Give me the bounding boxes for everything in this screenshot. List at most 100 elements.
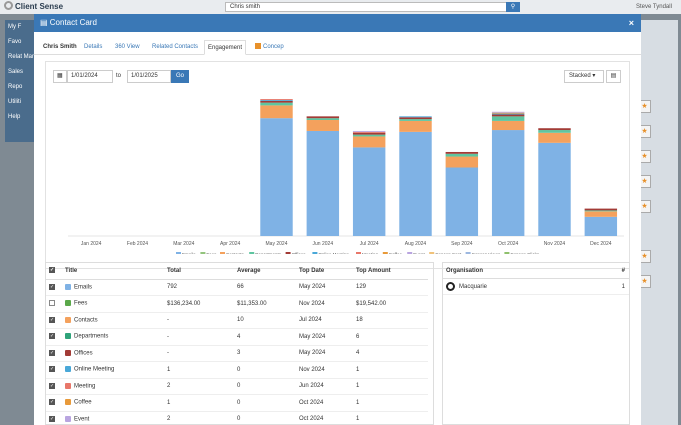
user-name[interactable]: Steve Tyndall — [636, 4, 672, 10]
search-icon[interactable]: ⚲ — [506, 2, 520, 12]
checkbox-icon — [49, 316, 55, 323]
row-total: 1 — [164, 361, 234, 379]
event-icon — [65, 415, 71, 422]
row-checkbox[interactable] — [46, 328, 62, 346]
col-total[interactable]: Total — [164, 263, 234, 280]
row-checkbox[interactable] — [46, 279, 62, 296]
row-title: Offices — [74, 350, 93, 357]
close-icon[interactable]: × — [628, 18, 634, 28]
table-row[interactable]: Fees $136,234.00 $11,353.00 Nov 2024 $19,542… — [46, 295, 428, 313]
row-title: Meeting — [74, 383, 96, 390]
row-title-cell: Contacts — [62, 312, 164, 329]
engagement-table: Title Total Average Top Date Top Amount … — [46, 263, 428, 424]
row-total: 792 — [164, 279, 234, 296]
col-top-amount[interactable]: Top Amount — [353, 263, 428, 280]
tab-360-view[interactable]: 360 View — [115, 44, 140, 50]
select-all-checkbox[interactable] — [46, 263, 62, 280]
row-average: $11,353.00 — [234, 295, 296, 313]
organisation-header: Organisation # — [443, 263, 629, 279]
row-total: $136,234.00 — [164, 295, 234, 313]
engagement-table-panel: Title Total Average Top Date Top Amount … — [45, 262, 434, 425]
row-total: - — [164, 345, 234, 362]
row-top-amount: $19,542.00 — [353, 295, 428, 313]
tab-engagement[interactable]: Engagement — [204, 40, 247, 55]
row-top-date: Oct 2024 — [296, 411, 353, 424]
col-title[interactable]: Title — [62, 263, 164, 280]
organisation-count: 1 — [621, 284, 625, 290]
global-search-input[interactable]: Chris smith — [225, 2, 507, 12]
tab-concep[interactable]: Concep — [252, 40, 287, 55]
row-top-amount: 1 — [353, 378, 428, 395]
col-average[interactable]: Average — [234, 263, 296, 280]
chart-mode-select[interactable]: Stacked ▾ — [564, 70, 604, 83]
row-title: Fees — [74, 301, 88, 308]
organisation-row[interactable]: Macquarie 1 — [443, 279, 629, 295]
row-top-amount: 1 — [353, 361, 428, 379]
app-logo-text: Client Sense — [15, 2, 64, 11]
sidebar-item[interactable]: My F — [8, 24, 22, 30]
checkbox-icon — [49, 399, 55, 406]
row-top-amount: 18 — [353, 312, 428, 329]
row-title: Coffee — [74, 400, 92, 407]
organisation-logo-icon — [446, 281, 455, 291]
row-checkbox[interactable] — [46, 361, 62, 379]
row-top-date: Jul 2024 — [296, 312, 353, 329]
checkbox-icon — [49, 333, 55, 340]
tab-bar: Chris Smith Details 360 View Related Con… — [34, 40, 641, 55]
row-average: 4 — [234, 328, 296, 346]
row-checkbox[interactable] — [46, 345, 62, 362]
sidebar-item[interactable]: Repo — [8, 84, 23, 90]
to-date-input[interactable]: 1/01/2025 — [127, 70, 171, 83]
tab-related-contacts[interactable]: Related Contacts — [152, 44, 199, 50]
row-title-cell: Online Meeting — [62, 361, 164, 379]
row-title-cell: Meeting — [62, 378, 164, 395]
row-top-date: May 2024 — [296, 345, 353, 362]
sidebar-item[interactable]: Help — [8, 114, 21, 120]
go-button[interactable]: Go — [171, 70, 189, 83]
concep-icon — [255, 43, 261, 50]
from-date-input[interactable]: 1/01/2024 — [67, 70, 113, 83]
client-sense-logo-icon — [4, 1, 13, 10]
row-average: 0 — [234, 378, 296, 395]
row-title-cell: Offices — [62, 345, 164, 362]
coffee-icon — [65, 399, 71, 406]
star-icon[interactable]: ★ — [638, 275, 651, 288]
row-checkbox[interactable] — [46, 394, 62, 412]
row-top-date: Oct 2024 — [296, 394, 353, 412]
sidebar-item[interactable]: Sales — [8, 69, 24, 75]
modal-title: Contact Card — [49, 18, 97, 27]
checkbox-icon — [49, 283, 55, 290]
row-checkbox[interactable] — [46, 295, 62, 313]
tab-contact-name: Chris Smith — [43, 44, 77, 50]
sidebar-item[interactable]: Favo — [8, 39, 22, 45]
row-title: Online Meeting — [74, 367, 115, 374]
tab-concep-label: Concep — [263, 44, 284, 50]
organisation-panel: Organisation # Macquarie 1 — [442, 262, 630, 425]
checkbox-icon — [49, 366, 55, 373]
sidebar-item[interactable]: Relat Mana — [8, 54, 35, 60]
row-average: 0 — [234, 361, 296, 379]
row-checkbox[interactable] — [46, 312, 62, 329]
row-title-cell: Event — [62, 411, 164, 424]
col-top-date[interactable]: Top Date — [296, 263, 353, 280]
organisation-header-label: Organisation — [446, 268, 484, 274]
export-icon[interactable]: ▤ — [606, 70, 621, 83]
sidebar-item[interactable]: Utiliti — [8, 99, 21, 105]
app-logo[interactable]: Client Sense — [4, 1, 63, 11]
row-top-amount: 1 — [353, 411, 428, 424]
row-checkbox[interactable] — [46, 378, 62, 395]
row-checkbox[interactable] — [46, 411, 62, 424]
tab-details[interactable]: Details — [84, 44, 103, 50]
modal-header: ▤ Contact Card × — [34, 14, 641, 32]
calendar-icon[interactable]: ▦ — [53, 70, 67, 83]
row-total: - — [164, 312, 234, 329]
row-average: 3 — [234, 345, 296, 362]
